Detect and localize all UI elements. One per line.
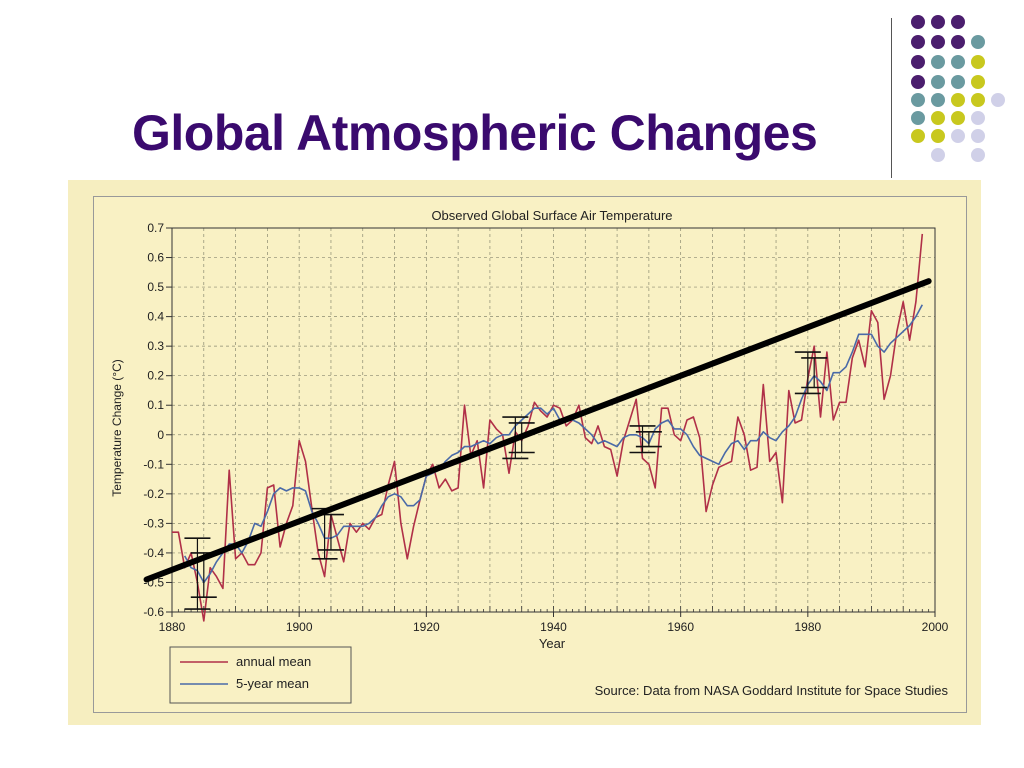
y-tick-label: -0.4 (143, 546, 164, 560)
y-tick-label: 0.1 (147, 398, 164, 412)
slide-title: Global Atmospheric Changes (132, 105, 818, 161)
decor-dot (971, 111, 985, 125)
x-tick-label: 2000 (922, 620, 949, 634)
decor-dot (911, 129, 925, 143)
x-tick-label: 1920 (413, 620, 440, 634)
plot-frame (171, 227, 936, 613)
decor-dot (971, 55, 985, 69)
y-tick-label: 0.6 (147, 251, 164, 265)
decor-dot (931, 93, 945, 107)
decor-dot (911, 35, 925, 49)
x-tick-label: 1940 (540, 620, 567, 634)
x-tick-labels: 1880 1900 1920 1940 1960 1980 2000 (159, 620, 949, 634)
chart-series (172, 233, 924, 622)
decor-dot (931, 148, 945, 162)
decor-dot (911, 55, 925, 69)
x-tick-label: 1900 (286, 620, 313, 634)
legend-label-5yr: 5-year mean (236, 676, 309, 691)
error-bars (184, 351, 828, 610)
decor-dot (951, 111, 965, 125)
x-tick-label: 1960 (667, 620, 694, 634)
decor-dot (911, 111, 925, 125)
trend-overlay (143, 278, 932, 583)
legend-label-annual: annual mean (236, 654, 311, 669)
x-axis-label: Year (539, 636, 566, 651)
y-tick-label: -0.3 (143, 516, 164, 530)
decor-dot (911, 93, 925, 107)
chart-grid (166, 227, 936, 617)
decor-dot (931, 15, 945, 29)
chart-title: Observed Global Surface Air Temperature (431, 208, 672, 223)
decor-dot (971, 35, 985, 49)
decor-dot (931, 55, 945, 69)
decor-dot (951, 55, 965, 69)
decor-dot (951, 35, 965, 49)
annual-mean-line (172, 233, 924, 622)
decor-dot (951, 15, 965, 29)
y-tick-label: 0.5 (147, 280, 164, 294)
decor-dot (911, 75, 925, 89)
decor-dot (991, 93, 1005, 107)
source-note: Source: Data from NASA Goddard Institute… (595, 683, 949, 698)
decor-dot (931, 35, 945, 49)
decor-dot (951, 93, 965, 107)
decor-dot (971, 129, 985, 143)
decor-dot (971, 148, 985, 162)
title-divider (891, 18, 892, 178)
decor-dot (931, 111, 945, 125)
legend-box (169, 646, 352, 704)
trend-line (143, 278, 932, 583)
y-tick-label: 0.3 (147, 339, 164, 353)
decor-dot (971, 93, 985, 107)
decor-dot (931, 75, 945, 89)
y-tick-label: -0.2 (143, 487, 164, 501)
decor-dot (951, 129, 965, 143)
decor-dot (931, 129, 945, 143)
x-tick-label: 1980 (794, 620, 821, 634)
y-tick-label: 0.7 (147, 221, 164, 235)
y-axis-label: Temperature Change (°C) (110, 359, 124, 497)
y-tick-label: 0.4 (147, 310, 164, 324)
decor-dot (971, 75, 985, 89)
y-tick-label: 0 (157, 428, 164, 442)
y-tick-label: -0.1 (143, 457, 164, 471)
x-tick-label: 1880 (159, 620, 186, 634)
decor-dot (911, 15, 925, 29)
y-tick-label: -0.6 (143, 605, 164, 619)
y-tick-labels: 0.7 0.6 0.5 0.4 0.3 0.2 0.1 0 -0.1 -0.2 -0.3 -0.4 -0… (143, 221, 164, 619)
y-tick-label: 0.2 (147, 369, 164, 383)
chart-panel (93, 196, 967, 713)
five-year-mean-line (183, 304, 924, 584)
decor-dot (951, 75, 965, 89)
